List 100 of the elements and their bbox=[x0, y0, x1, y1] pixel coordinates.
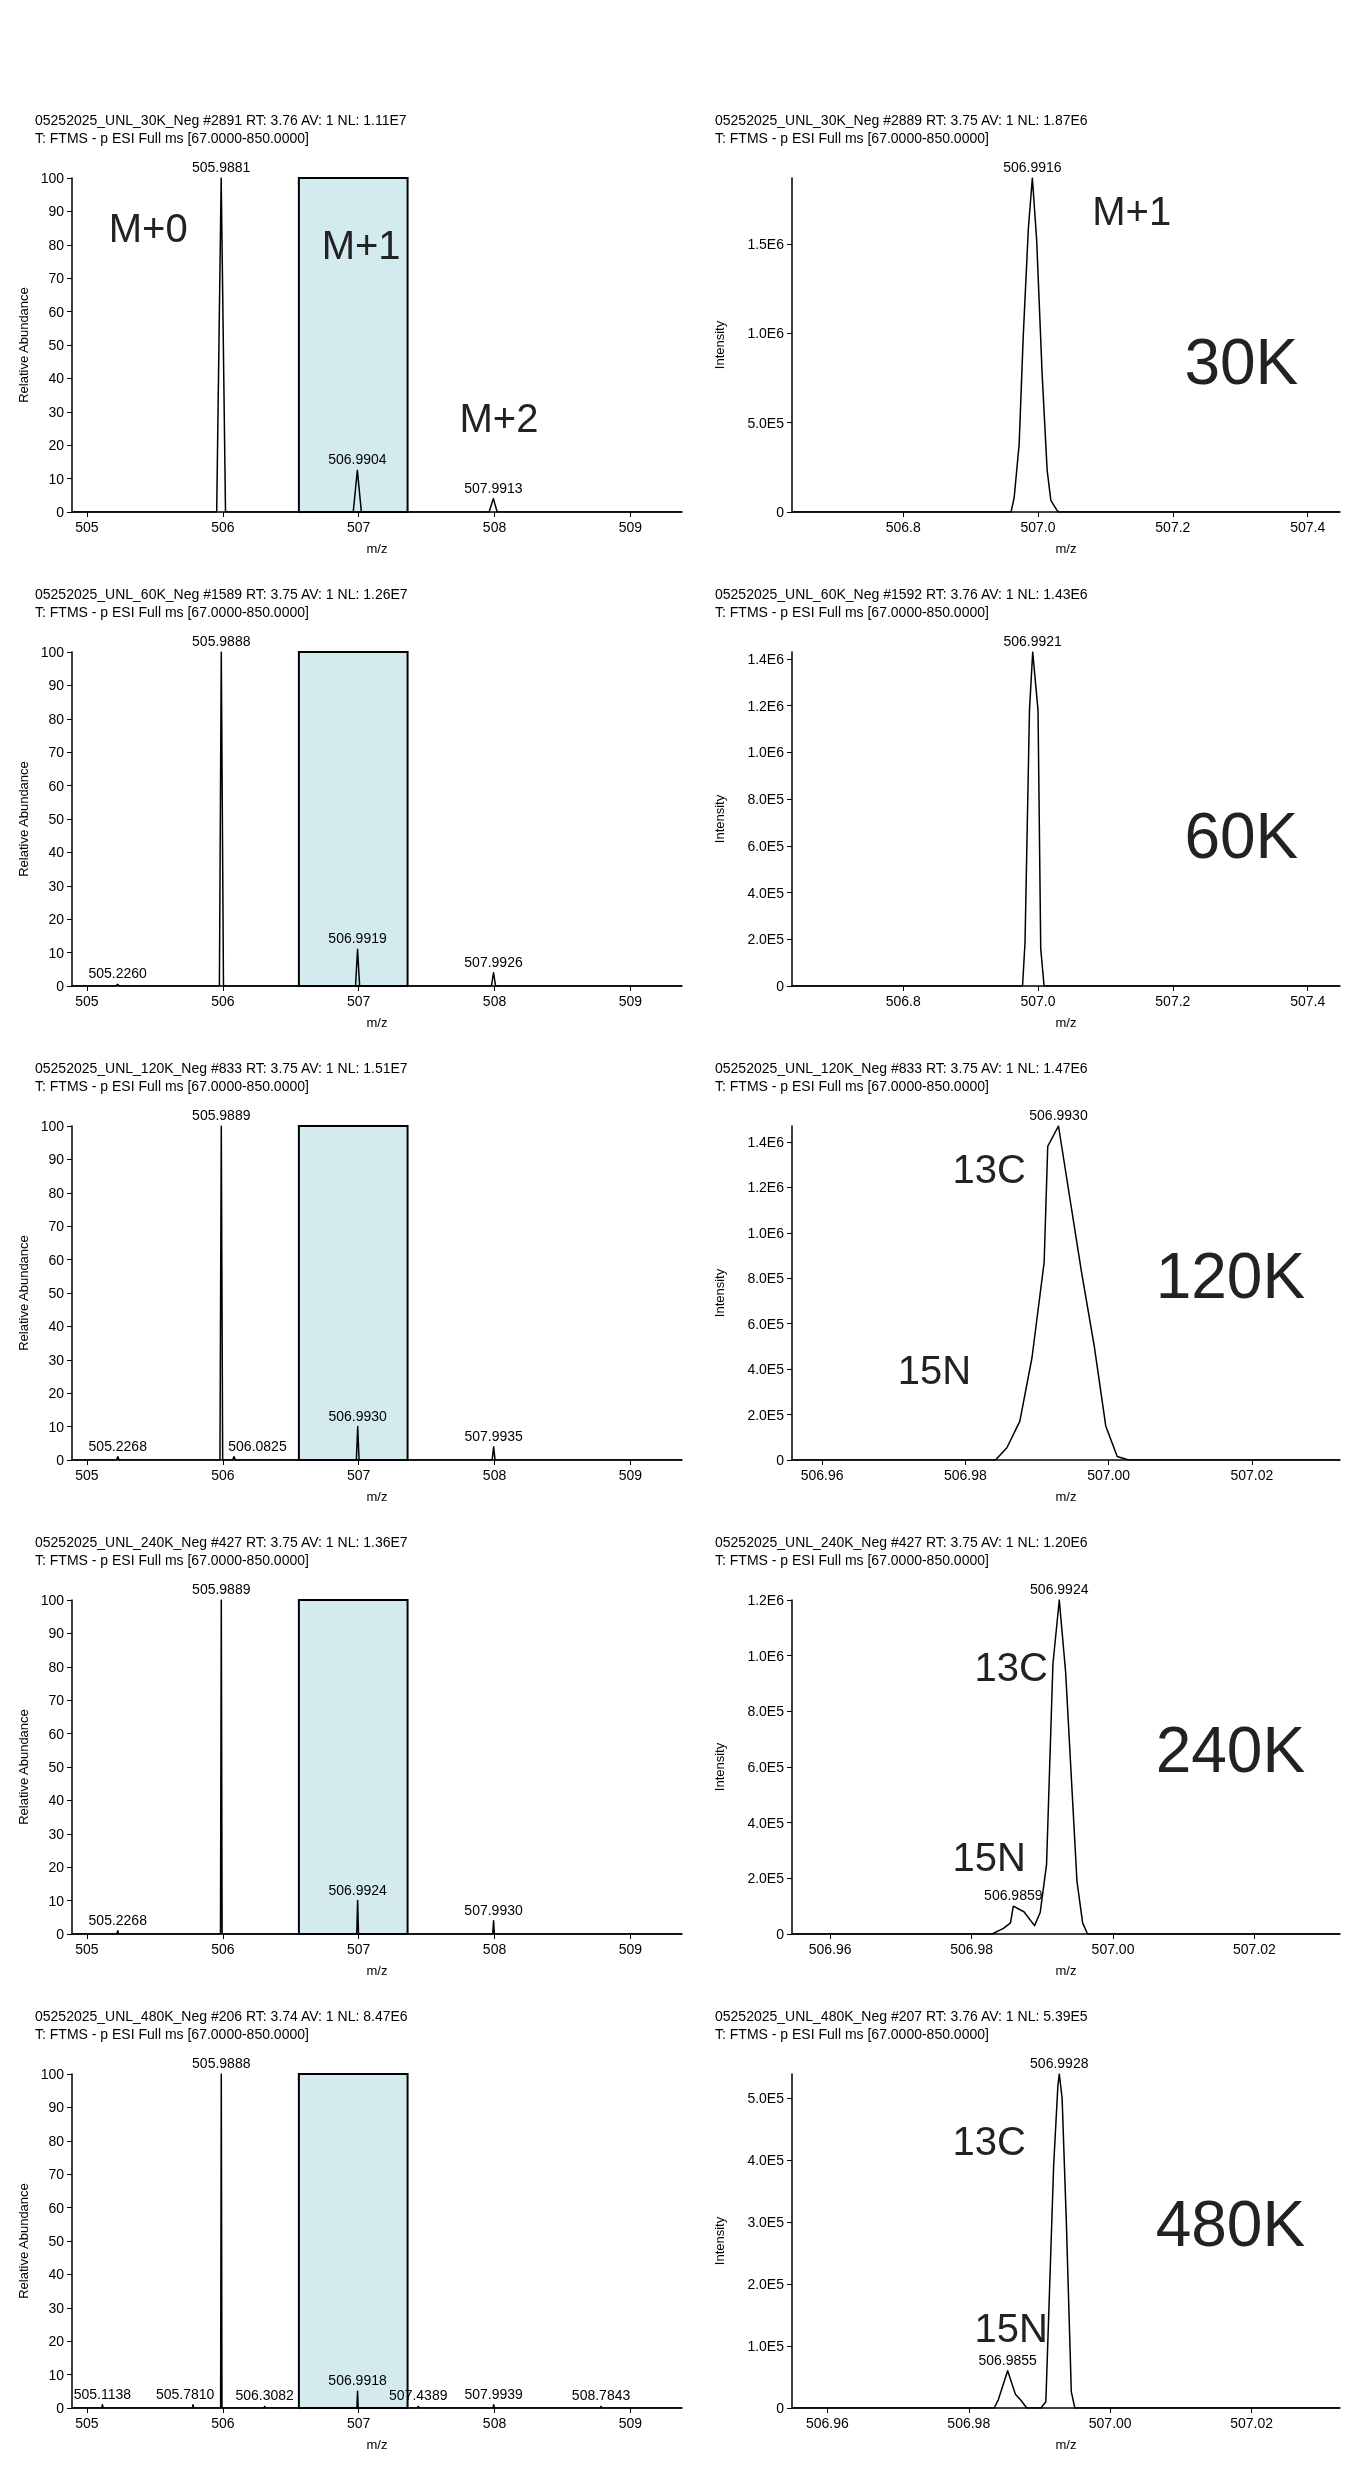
y-tick-label: 80 bbox=[48, 1184, 65, 1201]
annotation: 30K bbox=[1184, 325, 1299, 398]
annotation: 506.0825 bbox=[228, 1437, 287, 1454]
annotation: 506.9921 bbox=[1003, 633, 1063, 649]
annotation: 120K bbox=[1155, 1240, 1306, 1313]
y-tick-label: 1.2E6 bbox=[747, 1179, 785, 1196]
annotation: 505.9889 bbox=[192, 1107, 251, 1123]
y-axis-title: Relative Abundance bbox=[15, 1235, 31, 1351]
x-tick-label: 506.96 bbox=[808, 1941, 852, 1957]
y-tick-label: 0 bbox=[56, 1926, 65, 1942]
y-tick-label: 2.0E5 bbox=[747, 1870, 785, 1887]
chart-title: 05252025_UNL_120K_Neg #833 RT: 3.75 AV: 1 NL: 1.47E6 bbox=[715, 1060, 1088, 1076]
x-tick-label: 506.96 bbox=[805, 2415, 849, 2431]
x-tick-label: 505 bbox=[75, 519, 99, 535]
x-tick-label: 507 bbox=[346, 519, 371, 535]
chart-subtitle: T: FTMS - p ESI Full ms [67.0000-850.0000] bbox=[35, 1078, 309, 1094]
y-tick-label: 60 bbox=[48, 777, 65, 794]
y-tick-label: 0 bbox=[776, 1926, 785, 1942]
x-tick-label: 508 bbox=[482, 2415, 507, 2431]
y-tick-label: 70 bbox=[48, 2166, 65, 2183]
y-axis-title: Relative Abundance bbox=[15, 287, 31, 403]
annotation: 505.2268 bbox=[88, 1437, 148, 1454]
y-tick-label: 5.0E5 bbox=[747, 2090, 785, 2107]
y-tick-label: 50 bbox=[48, 1759, 65, 1775]
y-tick-label: 100 bbox=[40, 170, 65, 186]
x-tick-label: 508 bbox=[482, 1941, 507, 1957]
chart-title: 05252025_UNL_120K_Neg #833 RT: 3.75 AV: 1 NL: 1.51E7 bbox=[35, 1060, 408, 1076]
chart-title: 05252025_UNL_240K_Neg #427 RT: 3.75 AV: 1 NL: 1.36E7 bbox=[35, 1534, 408, 1550]
x-axis-title: m/z bbox=[1055, 1963, 1077, 1978]
x-axis-title: m/z bbox=[366, 2437, 388, 2452]
x-tick-label: 509 bbox=[618, 1941, 643, 1957]
y-tick-label: 60 bbox=[48, 1725, 65, 1742]
x-tick-label: 506 bbox=[211, 993, 235, 1009]
y-tick-label: 20 bbox=[48, 1859, 65, 1876]
x-tick-label: 509 bbox=[618, 2415, 643, 2431]
x-axis-title: m/z bbox=[366, 1489, 388, 1504]
annotation: 507.9913 bbox=[464, 479, 523, 496]
y-tick-label: 90 bbox=[48, 677, 65, 694]
y-tick-label: 100 bbox=[40, 2066, 65, 2082]
y-tick-label: 1.0E6 bbox=[747, 744, 785, 761]
y-tick-label: 4.0E5 bbox=[747, 884, 785, 901]
y-tick-label: 8.0E5 bbox=[747, 1270, 785, 1287]
x-axis-title: m/z bbox=[1055, 1489, 1077, 1504]
y-tick-label: 100 bbox=[40, 644, 65, 660]
x-tick-label: 507.0 bbox=[1020, 993, 1056, 1009]
y-tick-label: 0 bbox=[776, 2400, 785, 2416]
chart-subtitle: T: FTMS - p ESI Full ms [67.0000-850.0000] bbox=[715, 2026, 989, 2042]
y-tick-label: 1.0E5 bbox=[747, 2338, 785, 2355]
y-tick-label: 0 bbox=[776, 978, 785, 994]
chart-subtitle: T: FTMS - p ESI Full ms [67.0000-850.0000] bbox=[35, 130, 309, 146]
x-tick-label: 507 bbox=[346, 2415, 371, 2431]
y-tick-label: 4.0E5 bbox=[747, 2152, 785, 2169]
annotation: M+1 bbox=[321, 222, 401, 267]
y-tick-label: 20 bbox=[48, 437, 65, 454]
x-axis-title: m/z bbox=[1055, 1015, 1077, 1030]
y-tick-label: 20 bbox=[48, 2333, 65, 2350]
y-tick-label: 20 bbox=[48, 911, 65, 928]
annotation: 505.2268 bbox=[88, 1911, 148, 1928]
annotation: 506.9930 bbox=[1029, 1107, 1088, 1123]
y-tick-label: 70 bbox=[48, 1692, 65, 1709]
chart-subtitle: T: FTMS - p ESI Full ms [67.0000-850.0000] bbox=[715, 1078, 989, 1094]
y-tick-label: 10 bbox=[48, 1418, 65, 1435]
x-tick-label: 508 bbox=[482, 993, 507, 1009]
chart-subtitle: T: FTMS - p ESI Full ms [67.0000-850.0000] bbox=[35, 1552, 309, 1568]
annotation: 506.9919 bbox=[328, 930, 387, 947]
annotation: 506.9918 bbox=[328, 2372, 387, 2389]
y-axis-title: Relative Abundance bbox=[15, 761, 31, 877]
y-tick-label: 80 bbox=[48, 2132, 65, 2149]
x-tick-label: 507.0 bbox=[1020, 519, 1056, 535]
y-tick-label: 50 bbox=[48, 811, 65, 827]
chart-title: 05252025_UNL_60K_Neg #1592 RT: 3.76 AV: 1 NL: 1.43E6 bbox=[715, 586, 1088, 602]
x-tick-label: 505 bbox=[75, 2415, 99, 2431]
y-tick-label: 2.0E5 bbox=[747, 931, 785, 948]
x-tick-label: 507.00 bbox=[1088, 2415, 1132, 2431]
x-tick-label: 506.8 bbox=[885, 519, 921, 535]
y-tick-label: 5.0E5 bbox=[747, 414, 785, 431]
y-tick-label: 0 bbox=[56, 978, 65, 994]
annotation: 507.9935 bbox=[464, 1427, 524, 1444]
chart-title: 05252025_UNL_240K_Neg #427 RT: 3.75 AV: 1 NL: 1.20E6 bbox=[715, 1534, 1088, 1550]
x-tick-label: 509 bbox=[618, 519, 643, 535]
x-tick-label: 506 bbox=[211, 2415, 235, 2431]
y-tick-label: 100 bbox=[40, 1118, 65, 1134]
x-tick-label: 506.98 bbox=[950, 1941, 994, 1957]
y-tick-label: 40 bbox=[48, 1318, 65, 1335]
y-tick-label: 80 bbox=[48, 710, 65, 727]
annotation: 506.9924 bbox=[328, 1881, 388, 1898]
y-tick-label: 0 bbox=[56, 2400, 65, 2416]
x-tick-label: 508 bbox=[482, 1467, 507, 1483]
x-tick-label: 507.4 bbox=[1290, 993, 1326, 1009]
chart-subtitle: T: FTMS - p ESI Full ms [67.0000-850.0000] bbox=[35, 604, 309, 620]
x-axis-title: m/z bbox=[1055, 2437, 1077, 2452]
y-tick-label: 6.0E5 bbox=[747, 837, 785, 854]
annotation: 505.9881 bbox=[191, 159, 251, 175]
annotation: 506.3082 bbox=[235, 2387, 295, 2404]
y-tick-label: 30 bbox=[48, 403, 65, 420]
y-tick-label: 30 bbox=[48, 877, 65, 894]
annotation: 507.9926 bbox=[464, 953, 523, 970]
x-tick-label: 507 bbox=[346, 1941, 371, 1957]
y-tick-label: 10 bbox=[48, 944, 65, 961]
y-tick-label: 10 bbox=[48, 1892, 65, 1909]
